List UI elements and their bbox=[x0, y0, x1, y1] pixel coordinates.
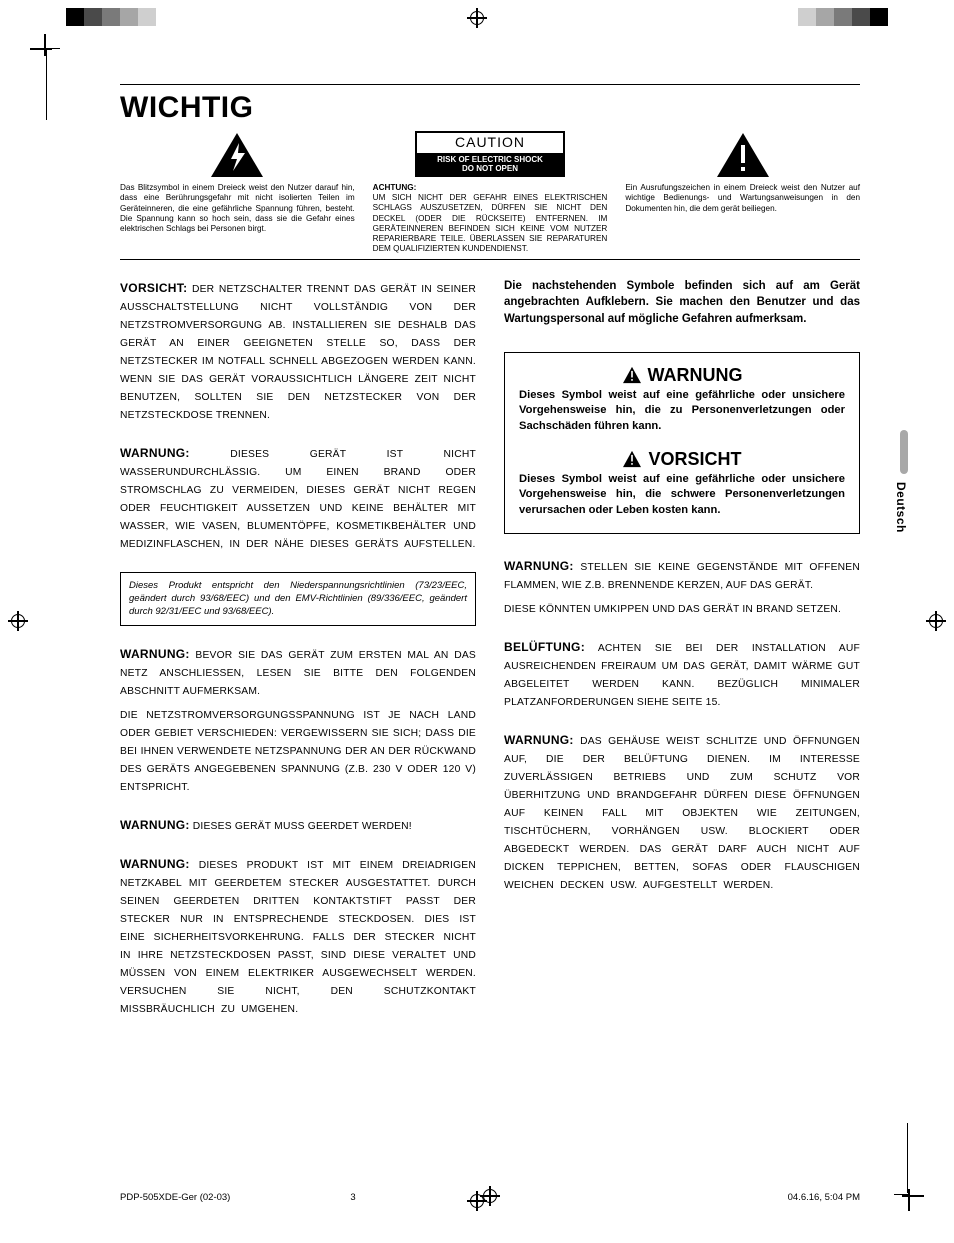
left-p3b: DIE NETZSTROMVERSORGUNGSSPANNUNG IST JE … bbox=[120, 707, 476, 797]
mid-rule bbox=[120, 259, 860, 260]
page-title: WICHTIG bbox=[120, 91, 860, 125]
footer-crosshair-icon bbox=[480, 1186, 500, 1206]
crop-mark-tl-icon bbox=[18, 22, 46, 50]
caution-box-bottom: RISK OF ELECTRIC SHOCKDO NOT OPEN bbox=[417, 153, 563, 175]
bolt-triangle-icon bbox=[209, 131, 265, 179]
footer-timestamp: 04.6.16, 5:04 PM bbox=[788, 1192, 860, 1203]
warning-frame: WARNUNG Dieses Symbol weist auf eine gef… bbox=[504, 352, 860, 534]
symbol-row: Das Blitzsymbol in einem Dreieck weist d… bbox=[120, 131, 860, 255]
left-p4: WARNUNG: DIESES GERÄT MUSS GEERDET WERDE… bbox=[120, 815, 476, 836]
edge-rule bbox=[907, 1123, 908, 1193]
language-tab: Deutsch bbox=[894, 430, 914, 533]
symbol-col-exclaim: Ein Ausrufungszeichen in einem Dreieck w… bbox=[625, 131, 860, 214]
right-p3: WARNUNG: DAS GEHÄUSE WEIST SCHLITZE UND … bbox=[504, 730, 860, 895]
achtung-text: UM SICH NICHT DER GEFAHR EINES ELEKTRISC… bbox=[373, 193, 608, 253]
edge-rule bbox=[46, 50, 47, 120]
left-p3a: WARNUNG: BEVOR SIE DAS GERÄT ZUM ERSTEN … bbox=[120, 644, 476, 701]
reg-strip-top-right bbox=[798, 8, 888, 26]
warnung-body: Dieses Symbol weist auf eine gefährliche… bbox=[519, 388, 845, 435]
left-p5: WARNUNG: DIESES PRODUKT IST MIT EINEM DR… bbox=[120, 854, 476, 1019]
crosshair-top-icon bbox=[467, 8, 487, 28]
edge-rule bbox=[894, 1194, 908, 1195]
page-content: WICHTIG Das Blitzsymbol in einem Dreieck… bbox=[120, 80, 860, 1037]
crosshair-left-icon bbox=[8, 611, 28, 631]
left-column: VORSICHT: DER NETZSCHALTER TRENNT DAS GE… bbox=[120, 278, 476, 1037]
symbol-exclaim-text: Ein Ausrufungszeichen in einem Dreieck w… bbox=[625, 183, 860, 213]
footer-page-number: 3 bbox=[350, 1192, 355, 1203]
warning-triangle-icon bbox=[622, 366, 642, 384]
edge-rule bbox=[46, 48, 60, 49]
caution-box: CAUTION RISK OF ELECTRIC SHOCKDO NOT OPE… bbox=[415, 131, 565, 177]
vorsicht-body: Dieses Symbol weist auf eine gefährliche… bbox=[519, 472, 845, 519]
exclaim-triangle-icon bbox=[715, 131, 771, 179]
crosshair-right-icon bbox=[926, 611, 946, 631]
reg-strip-top-left bbox=[66, 8, 156, 26]
language-tab-label: Deutsch bbox=[894, 482, 908, 533]
right-p1b: DIESE KÖNNTEN UMKIPPEN UND DAS GERÄT IN … bbox=[504, 601, 860, 619]
symbol-col-caution: CAUTION RISK OF ELECTRIC SHOCKDO NOT OPE… bbox=[373, 131, 608, 255]
vorsicht-heading: VORSICHT bbox=[519, 449, 845, 470]
page-footer: PDP-505XDE-Ger (02-03) 3 04.6.16, 5:04 P… bbox=[120, 1192, 860, 1203]
top-rule bbox=[120, 84, 860, 85]
right-column: Die nachstehenden Symbole befinden sich … bbox=[504, 278, 860, 1037]
symbol-bolt-text: Das Blitzsymbol in einem Dreieck weist d… bbox=[120, 183, 355, 233]
right-p1a: WARNUNG: STELLEN SIE KEINE GEGENSTÄNDE M… bbox=[504, 556, 860, 595]
footer-filename: PDP-505XDE-Ger (02-03) bbox=[120, 1192, 230, 1203]
compliance-box: Dieses Produkt entspricht den Niederspan… bbox=[120, 572, 476, 626]
symbol-col-bolt: Das Blitzsymbol in einem Dreieck weist d… bbox=[120, 131, 355, 234]
body-columns: VORSICHT: DER NETZSCHALTER TRENNT DAS GE… bbox=[120, 278, 860, 1037]
right-intro: Die nachstehenden Symbole befinden sich … bbox=[504, 278, 860, 328]
caution-box-top: CAUTION bbox=[417, 133, 563, 153]
warning-triangle-icon bbox=[622, 450, 642, 468]
left-p2: WARNUNG: DIESES GERÄT IST NICHT WASSERUN… bbox=[120, 443, 476, 554]
crop-mark-br-icon bbox=[908, 1195, 936, 1223]
right-p2: BELÜFTUNG: ACHTEN SIE BEI DER INSTALLATI… bbox=[504, 637, 860, 712]
left-p1: VORSICHT: DER NETZSCHALTER TRENNT DAS GE… bbox=[120, 278, 476, 425]
achtung-heading: ACHTUNG: bbox=[373, 183, 608, 193]
warnung-heading: WARNUNG bbox=[519, 365, 845, 386]
